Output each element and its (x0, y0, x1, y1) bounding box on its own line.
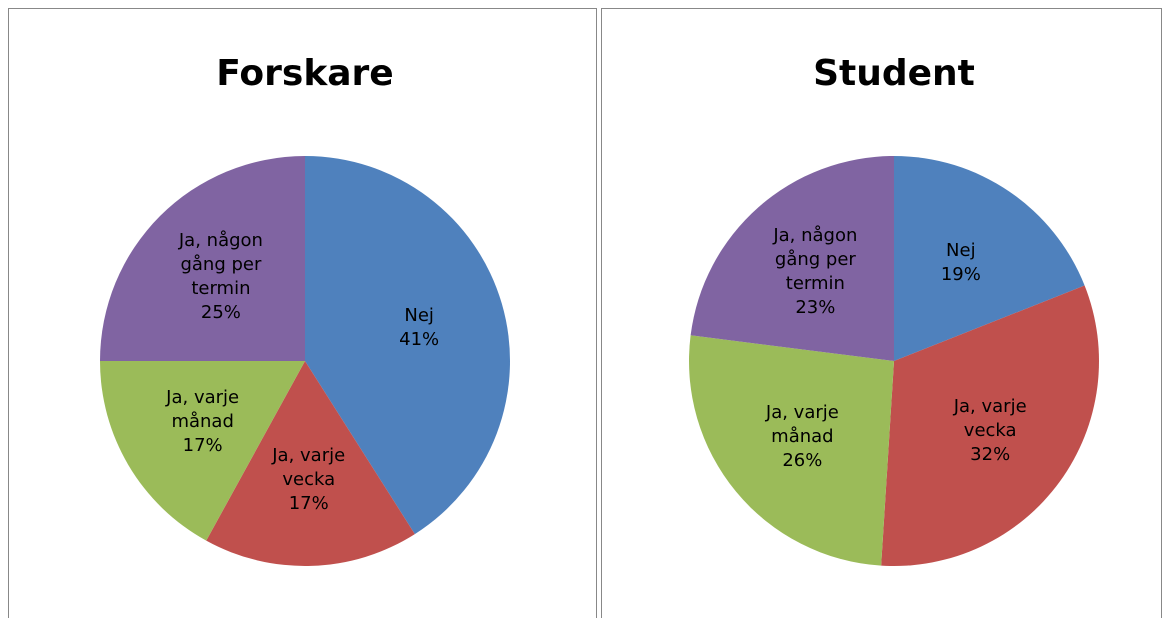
chart-title: Student (813, 53, 975, 94)
pie-slice (100, 156, 305, 361)
category-label: Ja, varje vecka (272, 444, 346, 490)
category-label: Ja, någon gång per termin (178, 229, 263, 299)
category-label: Nej (404, 304, 434, 326)
value-label: 19% (940, 263, 981, 285)
slice-label-box: Ja, någon gång per termin 25% (173, 212, 269, 342)
category-label: Ja, varje vecka (953, 395, 1027, 441)
slice-label-box: Ja, varje månad 17% (155, 357, 251, 487)
slice-label-box: Ja, någon gång per termin 23% (767, 207, 863, 337)
pie-slice (894, 156, 1085, 361)
category-label: Nej (946, 239, 976, 261)
slice-label-box: Ja, varje vecka 17% (261, 415, 357, 545)
value-label: 41% (399, 328, 440, 350)
category-label: Ja, varje månad (166, 386, 240, 432)
pie-slice (305, 156, 510, 535)
slice-label-box: Nej 41% (371, 263, 467, 393)
slice-label-box: Ja, varje vecka 32% (942, 366, 1038, 496)
pie-slice (690, 156, 894, 361)
value-label: 25% (200, 301, 241, 323)
value-label: 17% (288, 492, 329, 514)
pie-slice (206, 361, 415, 567)
value-label: 32% (970, 443, 1011, 465)
pie-slice (881, 285, 1099, 566)
category-label: Ja, varje månad (765, 401, 839, 447)
slice-label-box: Ja, varje månad 26% (754, 372, 850, 502)
pie-slice (100, 361, 305, 541)
value-label: 23% (795, 296, 836, 318)
chart-title: Forskare (216, 53, 393, 94)
slice-label-box: Nej 19% (913, 198, 1009, 328)
pie-slice (689, 335, 894, 566)
category-label: Ja, någon gång per termin (773, 224, 858, 294)
value-label: 26% (782, 449, 823, 471)
value-label: 17% (182, 434, 223, 456)
